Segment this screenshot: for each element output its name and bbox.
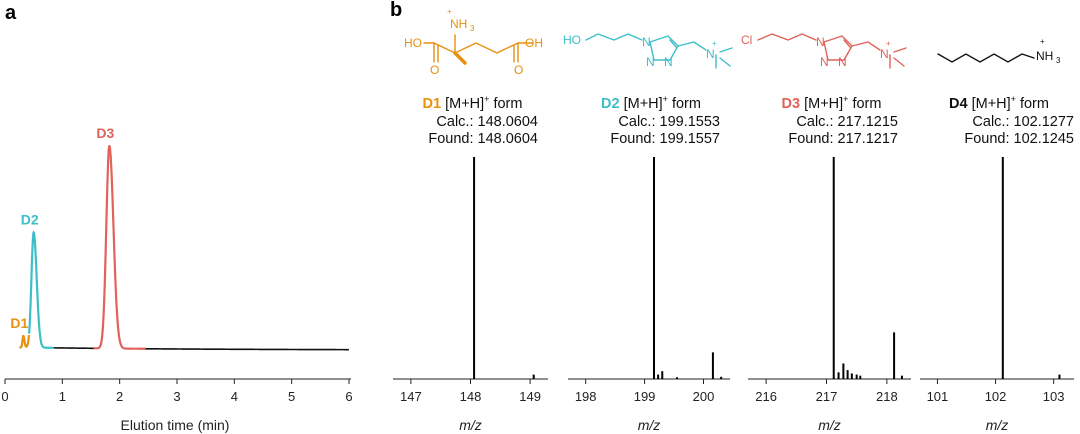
chromatogram-tick-label: 2 (116, 389, 123, 404)
spectrum-tick-label: 198 (575, 389, 597, 404)
d2-n3-label: N (664, 55, 673, 69)
spectrum-title: D4 [M+H]+ form (949, 94, 1049, 112)
chromatogram-x-label: Elution time (min) (121, 417, 230, 433)
chromatogram-peak-d3 (93, 144, 146, 350)
d1-plus: + (447, 7, 452, 16)
chromatogram-tick-label: 0 (1, 389, 8, 404)
d3-cl-label: Cl (741, 33, 752, 47)
spectrum-tick-label: 216 (755, 389, 777, 404)
d1-o1-label: O (430, 63, 439, 77)
calc-mass: Calc.: 102.1277 (972, 114, 1074, 130)
spectrum-tick-label: 103 (1043, 389, 1065, 404)
spectrum-x-label: m/z (638, 417, 661, 433)
chromatogram-x-ticks: 0 1 2 3 4 5 6 (1, 379, 353, 404)
spectrum-tick-label: 102 (985, 389, 1007, 404)
chromatogram-baseline-segment (145, 347, 349, 351)
d3-n1-label: N (816, 35, 825, 49)
spectrum-title: D1 [M+H]+ form (423, 94, 523, 112)
chromatogram-peak-d1 (19, 334, 31, 349)
d2-n2-label: N (646, 55, 655, 69)
spectrum-x-label: m/z (986, 417, 1009, 433)
chromatogram-peak-d2 (27, 230, 54, 349)
calc-mass: Calc.: 148.0604 (436, 114, 538, 130)
calc-mass: Calc.: 217.1215 (796, 114, 898, 130)
spectrum-tick-label: 200 (693, 389, 715, 404)
d4-plus: + (1040, 37, 1045, 46)
spectrum-tick-label: 217 (816, 389, 838, 404)
chromatogram-peak-labels: D1 D2 D3 (10, 125, 114, 331)
chromatogram-tick-label: 1 (59, 389, 66, 404)
spectrum-tick-label: 199 (634, 389, 656, 404)
d3-plus: + (886, 39, 891, 48)
structure-d3: Cl N N N N + (741, 33, 907, 69)
chromatogram-tick-label: 4 (231, 389, 238, 404)
d2-ho-label: HO (563, 33, 581, 47)
chromatogram-tick-label: 6 (345, 389, 352, 404)
spectrum-tick-label: 147 (400, 389, 422, 404)
spectrum-tick-label: 149 (519, 389, 541, 404)
peak-label-d3: D3 (96, 125, 114, 141)
spectrum-x-label: m/z (818, 417, 841, 433)
chromatogram-tick-label: 5 (288, 389, 295, 404)
d4-nh3-sub: 3 (1056, 56, 1061, 65)
spectrum-tick-label: 148 (460, 389, 482, 404)
panel-label-b: b (390, 0, 402, 21)
structure-d1: HO OH O O NH 3 + (404, 7, 543, 77)
d1-nh3-sub: 3 (470, 24, 475, 33)
peak-label-d2: D2 (21, 212, 39, 228)
d2-n1-label: N (642, 35, 651, 49)
d2-plus: + (712, 39, 717, 48)
chromatogram-plot: 0 1 2 3 4 5 6 D1 D2 D3 Elution time (min) (1, 125, 352, 433)
d2-nq-label: N (706, 47, 715, 61)
d1-ho-label: HO (404, 36, 422, 50)
calc-mass: Calc.: 199.1553 (618, 114, 720, 130)
found-mass: Found: 148.0604 (428, 131, 538, 147)
d3-nq-label: N (880, 47, 889, 61)
structure-d4: NH 3 + (937, 37, 1061, 65)
peak-label-d1: D1 (10, 315, 28, 331)
d4-nh3-label: NH (1036, 49, 1053, 63)
chromatogram-tick-label: 3 (173, 389, 180, 404)
d3-n2-label: N (820, 55, 829, 69)
found-mass: Found: 102.1245 (964, 131, 1074, 147)
structure-d2: HO N N N N + (563, 33, 733, 69)
spectrum-title: D2 [M+H]+ form (601, 94, 701, 112)
found-mass: Found: 199.1557 (610, 131, 720, 147)
found-mass: Found: 217.1217 (788, 131, 898, 147)
d1-nh3-label: NH (450, 17, 467, 31)
spectrum-tick-label: 218 (876, 389, 898, 404)
d3-n3-label: N (838, 55, 847, 69)
chromatogram-traces (19, 144, 349, 351)
spectrum-tick-label: 101 (927, 389, 949, 404)
d1-o2-label: O (514, 63, 523, 77)
spectrum-title: D3 [M+H]+ form (782, 94, 882, 112)
d1-oh-label: OH (525, 36, 543, 50)
panel-label-a: a (5, 2, 17, 24)
spectrum-x-label: m/z (459, 417, 482, 433)
